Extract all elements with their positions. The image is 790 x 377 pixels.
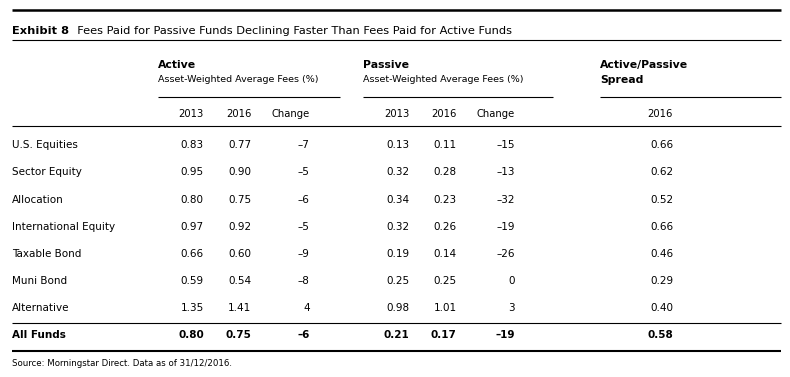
Text: Change: Change	[272, 109, 310, 120]
Text: 0.95: 0.95	[181, 167, 204, 178]
Text: 1.01: 1.01	[434, 303, 457, 313]
Text: 0.21: 0.21	[383, 330, 409, 340]
Text: –6: –6	[297, 330, 310, 340]
Text: 0.60: 0.60	[228, 249, 251, 259]
Text: –7: –7	[298, 140, 310, 150]
Text: 0.46: 0.46	[650, 249, 673, 259]
Text: 0.80: 0.80	[178, 330, 204, 340]
Text: –19: –19	[497, 222, 515, 232]
Text: All Funds: All Funds	[12, 330, 66, 340]
Text: 2016: 2016	[648, 109, 673, 120]
Text: Change: Change	[477, 109, 515, 120]
Text: –5: –5	[298, 167, 310, 178]
Text: Alternative: Alternative	[12, 303, 70, 313]
Text: 2013: 2013	[179, 109, 204, 120]
Text: 0.66: 0.66	[650, 222, 673, 232]
Text: 0.59: 0.59	[181, 276, 204, 286]
Text: 0.92: 0.92	[228, 222, 251, 232]
Text: 1.35: 1.35	[181, 303, 204, 313]
Text: 0.80: 0.80	[181, 195, 204, 205]
Text: 0.26: 0.26	[434, 222, 457, 232]
Text: Taxable Bond: Taxable Bond	[12, 249, 81, 259]
Text: 0: 0	[509, 276, 515, 286]
Text: Exhibit 8: Exhibit 8	[12, 26, 69, 37]
Text: –26: –26	[497, 249, 515, 259]
Text: 0.23: 0.23	[434, 195, 457, 205]
Text: Active/Passive: Active/Passive	[600, 60, 689, 70]
Text: 1.41: 1.41	[228, 303, 251, 313]
Text: 0.34: 0.34	[386, 195, 409, 205]
Text: –13: –13	[497, 167, 515, 178]
Text: Active: Active	[158, 60, 196, 70]
Text: 0.32: 0.32	[386, 222, 409, 232]
Text: Fees Paid for Passive Funds Declining Faster Than Fees Paid for Active Funds: Fees Paid for Passive Funds Declining Fa…	[70, 26, 511, 37]
Text: 0.66: 0.66	[650, 140, 673, 150]
Text: –8: –8	[298, 276, 310, 286]
Text: 0.90: 0.90	[228, 167, 251, 178]
Text: Source: Morningstar Direct. Data as of 31/12/2016.: Source: Morningstar Direct. Data as of 3…	[12, 359, 231, 368]
Text: 0.17: 0.17	[431, 330, 457, 340]
Text: 0.13: 0.13	[386, 140, 409, 150]
Text: 2016: 2016	[226, 109, 251, 120]
Text: Asset-Weighted Average Fees (%): Asset-Weighted Average Fees (%)	[158, 75, 318, 84]
Text: 0.25: 0.25	[386, 276, 409, 286]
Text: 0.83: 0.83	[181, 140, 204, 150]
Text: –5: –5	[298, 222, 310, 232]
Text: –19: –19	[495, 330, 515, 340]
Text: 4: 4	[303, 303, 310, 313]
Text: 2013: 2013	[384, 109, 409, 120]
Text: Muni Bond: Muni Bond	[12, 276, 67, 286]
Text: 0.98: 0.98	[386, 303, 409, 313]
Text: 0.75: 0.75	[228, 195, 251, 205]
Text: Allocation: Allocation	[12, 195, 64, 205]
Text: Sector Equity: Sector Equity	[12, 167, 81, 178]
Text: –9: –9	[298, 249, 310, 259]
Text: 0.11: 0.11	[434, 140, 457, 150]
Text: Passive: Passive	[363, 60, 409, 70]
Text: 0.19: 0.19	[386, 249, 409, 259]
Text: 0.28: 0.28	[434, 167, 457, 178]
Text: 0.52: 0.52	[650, 195, 673, 205]
Text: 0.14: 0.14	[434, 249, 457, 259]
Text: Asset-Weighted Average Fees (%): Asset-Weighted Average Fees (%)	[363, 75, 524, 84]
Text: 2016: 2016	[431, 109, 457, 120]
Text: Spread: Spread	[600, 75, 644, 86]
Text: 0.58: 0.58	[647, 330, 673, 340]
Text: –15: –15	[497, 140, 515, 150]
Text: 0.32: 0.32	[386, 167, 409, 178]
Text: 0.54: 0.54	[228, 276, 251, 286]
Text: U.S. Equities: U.S. Equities	[12, 140, 77, 150]
Text: 3: 3	[509, 303, 515, 313]
Text: 0.75: 0.75	[225, 330, 251, 340]
Text: International Equity: International Equity	[12, 222, 115, 232]
Text: 0.66: 0.66	[181, 249, 204, 259]
Text: –32: –32	[497, 195, 515, 205]
Text: 0.62: 0.62	[650, 167, 673, 178]
Text: 0.29: 0.29	[650, 276, 673, 286]
Text: 0.40: 0.40	[650, 303, 673, 313]
Text: 0.25: 0.25	[434, 276, 457, 286]
Text: 0.77: 0.77	[228, 140, 251, 150]
Text: 0.97: 0.97	[181, 222, 204, 232]
Text: –6: –6	[298, 195, 310, 205]
